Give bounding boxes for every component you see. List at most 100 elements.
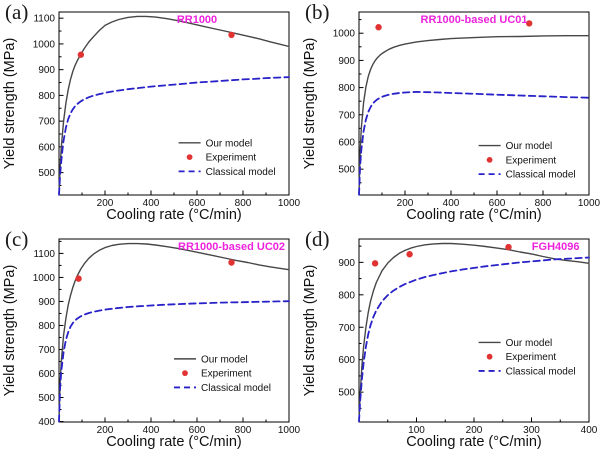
y-tick-label: 600 [338, 355, 355, 366]
plot-border [58, 11, 290, 196]
panel-title: RR1000 [177, 14, 217, 26]
y-tick-label: 900 [338, 258, 355, 269]
series-line-our-model [358, 242, 590, 422]
legend-sample-dot [486, 156, 493, 163]
y-tick-label: 700 [38, 117, 55, 128]
axes: 200 400 600 800 1000 400 500 600 700 800 900 1000 11… [33, 238, 300, 436]
panel-a-chart: 200 400 600 800 1000 500 600 700 800 900 1000 1100 R… [2, 11, 300, 223]
legend-label: Experiment [206, 153, 257, 164]
x-tick-label: 400 [143, 198, 160, 209]
y-tick-label: 900 [38, 65, 55, 76]
y-tick-label: 1000 [33, 273, 56, 284]
x-tick-label: 600 [189, 198, 206, 209]
x-tick-label: 1000 [278, 198, 300, 209]
x-tick-label: 1000 [578, 198, 600, 209]
experiment-point [375, 24, 382, 31]
legend-label: Classical model [201, 383, 271, 394]
y-tick-label: 600 [338, 137, 355, 148]
y-tick-label: 600 [38, 369, 55, 380]
y-tick-label: 900 [338, 56, 355, 67]
x-tick-label: 200 [466, 425, 483, 436]
panel-c-chart: 200 400 600 800 1000 400 500 600 700 800 900 1000 11… [2, 238, 300, 450]
x-axis-label: Cooling rate (°C/min) [106, 207, 242, 223]
y-tick-label: 500 [38, 168, 55, 179]
x-tick-label: 600 [489, 198, 506, 209]
y-tick-label: 800 [38, 91, 55, 102]
legend-label: Classical model [206, 167, 276, 178]
legend: Our model Experiment Classical model [478, 338, 576, 377]
y-axis-label: Yield strength (MPa) [2, 38, 18, 170]
y-tick-label: 800 [338, 290, 355, 301]
y-axis-label: Yield strength (MPa) [302, 265, 318, 397]
y-tick-label: 500 [338, 165, 355, 176]
panel-a-label: (a) [5, 0, 29, 24]
x-tick-label: 600 [189, 425, 206, 436]
series [58, 242, 290, 423]
legend-sample-dot [182, 370, 188, 377]
legend: Our model Experiment Classical model [174, 354, 271, 394]
series [358, 242, 590, 423]
experiment-point [505, 243, 512, 251]
plot-border [358, 238, 590, 423]
y-tick-label: 400 [38, 417, 55, 428]
x-tick-label: 1000 [278, 425, 300, 436]
series-line-our-model [358, 35, 590, 195]
axes: 200 400 600 800 1000 500 600 700 800 900 1000 [333, 11, 600, 209]
legend-label: Experiment [506, 352, 557, 363]
legend-label: Classical model [506, 366, 576, 377]
y-tick-label: 500 [38, 393, 55, 404]
x-tick-label: 100 [408, 425, 425, 436]
legend-label: Our model [206, 138, 253, 149]
x-tick-label: 400 [443, 198, 460, 209]
panel-c: (c) 200 400 600 800 1000 400 500 600 700 800 900 10… [0, 227, 300, 453]
x-axis-label: Cooling rate (°C/min) [406, 434, 542, 450]
legend-sample-dot [186, 154, 193, 161]
plot-border [58, 238, 290, 423]
y-axis-label: Yield strength (MPa) [302, 38, 318, 170]
series-line-classical-model [358, 91, 590, 196]
x-tick-label: 800 [235, 198, 252, 209]
y-tick-label: 500 [338, 388, 355, 399]
x-axis-label: Cooling rate (°C/min) [106, 434, 242, 450]
x-tick-label: 400 [143, 425, 160, 436]
y-axis-label: Yield strength (MPa) [2, 265, 18, 397]
y-tick-label: 1100 [33, 14, 55, 25]
panel-title: FGH4096 [532, 241, 580, 253]
y-tick-label: 1000 [333, 29, 356, 40]
experiment-point [526, 20, 533, 27]
legend-label: Our model [506, 141, 553, 152]
legend-label: Classical model [506, 170, 576, 181]
x-tick-label: 200 [97, 198, 114, 209]
series-line-classical-model [58, 300, 290, 423]
plot-border [358, 11, 590, 196]
legend-label: Experiment [506, 155, 557, 166]
y-tick-label: 1100 [33, 249, 55, 260]
x-tick-label: 800 [535, 198, 552, 209]
experiment-point [75, 275, 82, 282]
experiment-point [228, 259, 235, 266]
series-line-classical-model [58, 76, 290, 196]
experiment-point [406, 251, 413, 258]
x-axis-label: Cooling rate (°C/min) [406, 207, 542, 223]
y-tick-label: 600 [38, 142, 55, 153]
y-tick-label: 900 [38, 297, 55, 308]
panel-d: (d) 100 200 300 400 500 600 700 800 900 FGH4096 Ou… [300, 227, 600, 453]
panel-title: RR1000-based UC02 [178, 241, 285, 253]
series [58, 15, 290, 196]
legend-label: Our model [506, 338, 553, 349]
panel-b-label: (b) [305, 0, 330, 24]
experiment-point [77, 51, 85, 58]
panel-d-chart: 100 200 300 400 500 600 700 800 900 FGH4096 Our mo… [302, 238, 598, 450]
legend: Our model Experiment Classical model [178, 138, 276, 178]
x-tick-label: 800 [235, 425, 252, 436]
axes: 100 200 300 400 500 600 700 800 900 [338, 238, 598, 436]
y-tick-label: 1000 [33, 39, 56, 50]
panel-b-chart: 200 400 600 800 1000 500 600 700 800 900 1000 RR100… [302, 11, 600, 223]
experiment-point [371, 260, 379, 267]
x-tick-label: 400 [581, 425, 598, 436]
y-tick-label: 700 [38, 345, 55, 356]
series-line-classical-model [358, 256, 590, 423]
legend-sample-dot [486, 353, 493, 360]
y-tick-label: 800 [38, 321, 55, 332]
y-tick-label: 700 [338, 110, 355, 121]
